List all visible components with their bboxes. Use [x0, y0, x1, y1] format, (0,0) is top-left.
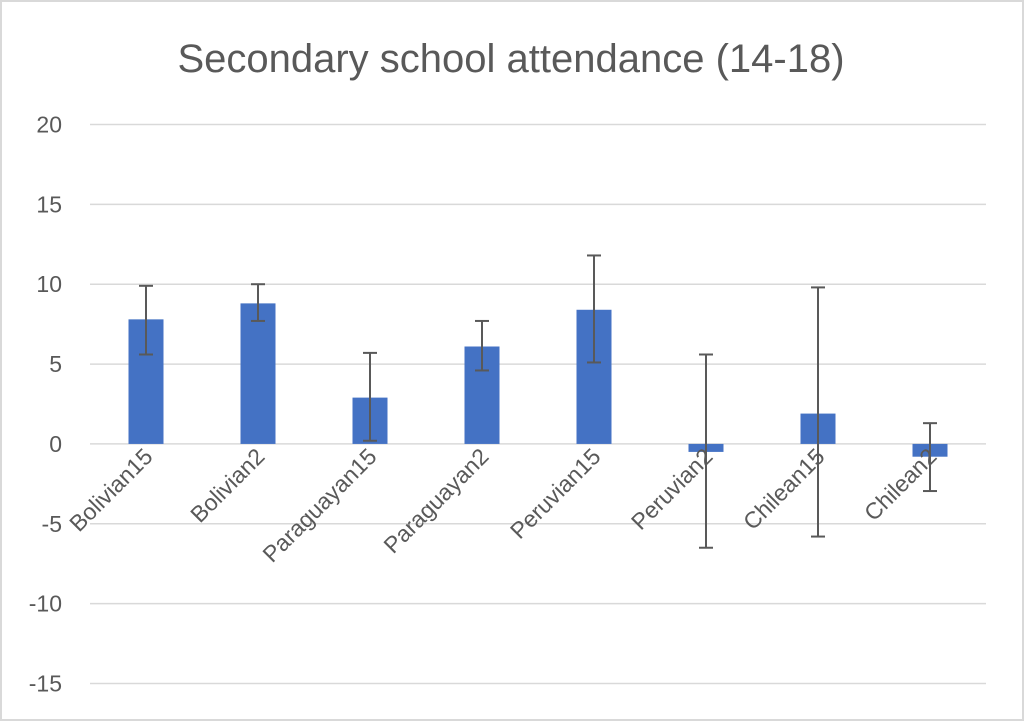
gridlines	[90, 123, 986, 685]
error-bar	[811, 286, 825, 538]
x-category-label: Bolivian15	[64, 443, 157, 536]
error-bar	[587, 254, 601, 364]
error-bar	[475, 319, 489, 372]
error-bar	[699, 353, 713, 549]
chart-title: Secondary school attendance (14-18)	[177, 37, 844, 81]
error-bar	[923, 422, 937, 493]
x-category-label: Paraguayan2	[378, 443, 493, 558]
y-tick-label: -10	[29, 591, 62, 617]
error-bar	[363, 351, 377, 442]
y-tick-label: 15	[36, 191, 62, 217]
error-bars	[139, 254, 937, 549]
bars	[128, 303, 948, 457]
x-category-label: Chilean15	[738, 443, 830, 535]
x-category-label: Peruvian15	[505, 443, 606, 544]
x-axis-category-labels: Bolivian15 Bolivian2Paraguayan15Paraguaya…	[64, 443, 941, 567]
y-tick-label: -5	[42, 511, 62, 537]
error-bar	[139, 284, 153, 356]
y-tick-label: -15	[29, 671, 62, 697]
y-tick-label: 5	[49, 351, 62, 377]
y-tick-label: 10	[36, 271, 62, 297]
x-category-label: Peruvian2	[626, 443, 718, 535]
y-axis-tick-labels: 20 15 10 5 0 -5 -10 -15	[29, 112, 62, 697]
x-category-label: Paraguayan15	[257, 443, 381, 567]
error-bar	[251, 283, 265, 322]
y-tick-label: 0	[49, 431, 62, 457]
bar	[240, 303, 276, 444]
y-tick-label: 20	[36, 112, 62, 138]
x-category-label: Bolivian2	[185, 443, 269, 527]
